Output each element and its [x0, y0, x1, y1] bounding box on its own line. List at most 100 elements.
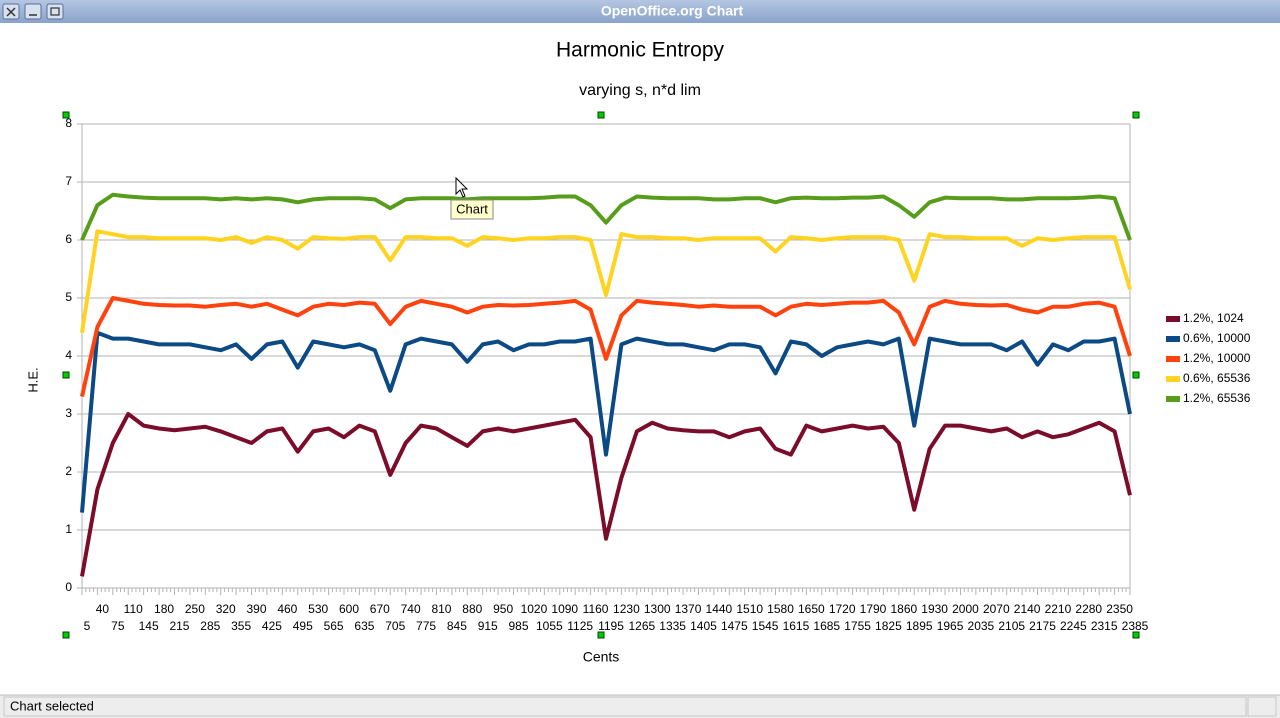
chart-subtitle: varying s, n*d lim	[579, 82, 701, 99]
x-tick-label: 5	[84, 619, 91, 633]
legend-label: 1.2%, 10000	[1183, 351, 1251, 365]
legend-swatch	[1166, 356, 1180, 362]
x-tick-label: 810	[431, 602, 451, 616]
x-tick-label: 2210	[1045, 602, 1072, 616]
x-tick-label: 1895	[906, 619, 933, 633]
x-tick-label: 1370	[675, 602, 702, 616]
window-title: OpenOffice.org Chart	[601, 3, 744, 19]
x-tick-label: 600	[339, 602, 359, 616]
x-tick-label: 2140	[1014, 602, 1041, 616]
x-tick-label: 1825	[875, 619, 902, 633]
x-tick-label: 740	[401, 602, 421, 616]
x-axis-label: Cents	[583, 649, 620, 665]
minimize-button[interactable]	[24, 3, 42, 20]
legend-label: 1.2%, 1024	[1183, 311, 1244, 325]
close-icon	[6, 7, 16, 17]
series-line	[80, 192, 1132, 241]
x-tick-label: 110	[124, 602, 143, 616]
x-tick-label: 1300	[644, 602, 671, 616]
x-tick-label: 495	[293, 619, 313, 633]
x-tick-label: 75	[111, 619, 125, 633]
x-tick-label: 950	[493, 602, 513, 616]
x-tick-label: 1860	[890, 602, 917, 616]
y-tick-label: 4	[65, 348, 72, 362]
x-tick-label: 1580	[767, 602, 794, 616]
x-tick-label: 1125	[567, 619, 593, 633]
x-tick-label: 635	[354, 619, 374, 633]
legend-swatch	[1166, 336, 1180, 342]
series-line	[80, 296, 1132, 398]
x-tick-label: 530	[308, 602, 328, 616]
y-tick-label: 1	[65, 522, 72, 536]
selection-handles	[62, 111, 1140, 639]
x-tick-label: 2350	[1106, 602, 1133, 616]
maximize-button[interactable]	[46, 3, 64, 20]
x-tick-label: 145	[139, 619, 159, 633]
x-tick-label: 775	[416, 619, 436, 633]
legend-swatch	[1166, 316, 1180, 322]
chart-title: Harmonic Entropy	[556, 39, 725, 62]
x-tick-label: 1930	[921, 602, 948, 616]
x-tick-label: 2245	[1060, 619, 1087, 633]
series-line	[80, 330, 1132, 513]
status-field	[1247, 696, 1277, 717]
x-tick-label: 1615	[783, 619, 810, 633]
x-tick-label: 1335	[659, 619, 686, 633]
x-tick-label: 1160	[583, 602, 609, 616]
mouse-cursor	[455, 176, 469, 198]
legend-label: 1.2%, 65536	[1183, 391, 1251, 405]
y-tick-label: 7	[65, 174, 72, 188]
x-tick-label: 845	[447, 619, 467, 633]
x-tick-label: 985	[509, 619, 529, 633]
x-tick-label: 1755	[844, 619, 871, 633]
x-tick-label: 390	[247, 602, 267, 616]
x-tick-label: 1265	[628, 619, 655, 633]
x-tick-label: 2175	[1029, 619, 1056, 633]
x-tick-label: 1055	[536, 619, 563, 633]
x-tick-label: 2280	[1075, 602, 1102, 616]
x-tick-label: 670	[370, 602, 390, 616]
y-tick-label: 2	[65, 464, 72, 478]
x-tick-label: 1965	[937, 619, 964, 633]
legend-swatch	[1166, 376, 1180, 382]
x-tick-label: 1510	[736, 602, 763, 616]
x-tick-label: 250	[185, 602, 205, 616]
x-tick-label: 320	[216, 602, 236, 616]
tooltip-text: Chart	[456, 201, 488, 216]
y-tick-label: 8	[65, 116, 72, 130]
x-tick-label: 705	[385, 619, 405, 633]
x-tick-label: 2000	[952, 602, 979, 616]
title-bar	[0, 0, 1280, 23]
x-tick-label: 1790	[860, 602, 887, 616]
x-tick-label: 1090	[551, 602, 578, 616]
x-tick-label: 180	[154, 602, 174, 616]
x-tick-label: 915	[478, 619, 498, 633]
x-tick-label: 355	[231, 619, 251, 633]
y-tick-label: 6	[65, 232, 72, 246]
x-tick-label: 2385	[1122, 619, 1149, 633]
x-tick-label: 1405	[690, 619, 717, 633]
series-line	[80, 229, 1132, 334]
x-tick-label: 2315	[1091, 619, 1118, 633]
x-tick-label: 1475	[721, 619, 748, 633]
x-tick-label: 215	[169, 619, 189, 633]
maximize-icon	[50, 7, 60, 16]
y-tick-label: 3	[65, 406, 72, 420]
y-tick-label: 0	[65, 580, 72, 594]
y-tick-label: 5	[65, 290, 72, 304]
x-tick-label: 40	[96, 602, 110, 616]
x-tick-label: 425	[262, 619, 282, 633]
legend-label: 0.6%, 10000	[1183, 331, 1251, 345]
x-tick-label: 1195	[598, 619, 624, 633]
x-tick-label: 1545	[752, 619, 779, 633]
x-tick-label: 1230	[613, 602, 640, 616]
x-tick-label: 2035	[968, 619, 995, 633]
series-line	[80, 412, 1132, 577]
tooltip	[450, 199, 494, 220]
x-tick-label: 1650	[798, 602, 825, 616]
x-tick-label: 1720	[829, 602, 856, 616]
status-text: Chart selected	[10, 698, 94, 713]
